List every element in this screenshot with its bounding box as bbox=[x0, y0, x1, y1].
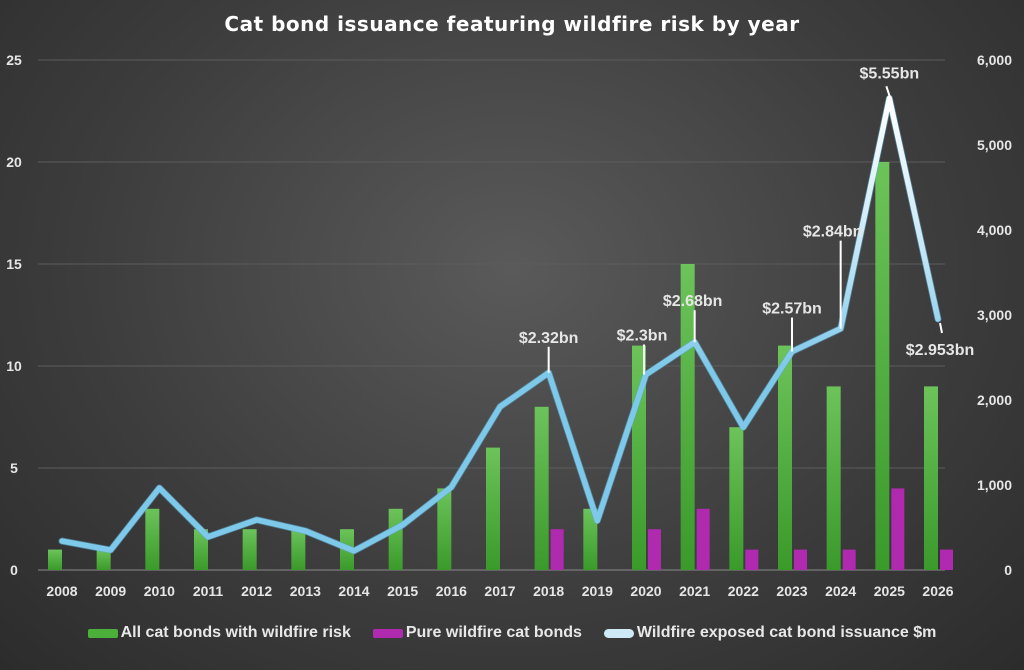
annotation-label: $2.32bn bbox=[519, 330, 579, 347]
legend: All cat bonds with wildfire risk Pure wi… bbox=[0, 624, 1024, 642]
x-axis-tick-label: 2017 bbox=[484, 583, 515, 599]
annotation-label: $2.953bn bbox=[906, 342, 974, 359]
legend-item-all-bonds: All cat bonds with wildfire risk bbox=[87, 624, 351, 642]
bar-all-cat-bonds-2012 bbox=[242, 529, 257, 570]
legend-label: All cat bonds with wildfire risk bbox=[120, 624, 351, 641]
x-axis-tick-label: 2023 bbox=[776, 583, 807, 599]
bar-pure-wildfire-2020 bbox=[648, 529, 661, 570]
right-axis-tick-label: 6,000 bbox=[977, 52, 1012, 68]
bar-all-cat-bonds-2017 bbox=[486, 447, 500, 570]
bar-all-cat-bonds-2024 bbox=[826, 386, 841, 570]
x-axis-tick-label: 2021 bbox=[679, 583, 710, 599]
right-axis-tick-label: 2,000 bbox=[977, 392, 1012, 408]
bar-all-cat-bonds-2011 bbox=[194, 529, 208, 570]
annotation-label: $2.57bn bbox=[762, 301, 822, 318]
left-axis-tick-label: 5 bbox=[10, 460, 18, 476]
legend-swatch-green bbox=[87, 628, 118, 638]
annotation-leader bbox=[885, 85, 892, 99]
legend-label: Pure wildfire cat bonds bbox=[405, 624, 582, 641]
x-axis-tick-label: 2026 bbox=[922, 583, 953, 599]
bar-all-cat-bonds-2008 bbox=[48, 549, 62, 570]
bar-all-cat-bonds-2009 bbox=[96, 549, 111, 570]
bar-pure-wildfire-2023 bbox=[794, 549, 807, 570]
legend-swatch-purple bbox=[372, 628, 403, 638]
x-axis-tick-label: 2009 bbox=[95, 583, 126, 599]
legend-item-pure-wildfire: Pure wildfire cat bonds bbox=[372, 624, 582, 642]
left-axis-tick-label: 15 bbox=[6, 256, 22, 272]
left-axis-tick-label: 25 bbox=[6, 52, 22, 68]
right-axis-tick-label: 0 bbox=[1004, 562, 1012, 578]
x-axis-tick-label: 2025 bbox=[874, 583, 905, 599]
bar-pure-wildfire-2025 bbox=[891, 488, 905, 570]
x-axis-tick-label: 2014 bbox=[338, 583, 369, 599]
annotation-leader bbox=[939, 322, 943, 334]
left-axis-tick-label: 20 bbox=[6, 154, 22, 170]
x-axis-tick-label: 2013 bbox=[290, 583, 321, 599]
x-axis-tick-label: 2010 bbox=[144, 583, 175, 599]
bar-all-cat-bonds-2025 bbox=[875, 162, 890, 570]
right-axis-tick-label: 4,000 bbox=[977, 222, 1012, 238]
annotation-label: $5.55bn bbox=[860, 65, 920, 82]
x-axis-tick-label: 2012 bbox=[241, 583, 272, 599]
x-axis-tick-label: 2011 bbox=[193, 583, 224, 599]
bar-pure-wildfire-2018 bbox=[550, 529, 564, 570]
right-axis-tick-label: 5,000 bbox=[977, 137, 1012, 153]
right-axis-tick-label: 3,000 bbox=[977, 307, 1012, 323]
x-axis-tick-label: 2015 bbox=[387, 583, 418, 599]
bar-pure-wildfire-2026 bbox=[940, 549, 953, 570]
legend-swatch-blue bbox=[603, 628, 634, 638]
x-axis-tick-label: 2008 bbox=[46, 583, 77, 599]
legend-item-issuance: Wildfire exposed cat bond issuance $m bbox=[603, 624, 937, 642]
left-axis-tick-label: 10 bbox=[6, 358, 22, 374]
bar-all-cat-bonds-2026 bbox=[924, 386, 938, 570]
legend-label: Wildfire exposed cat bond issuance $m bbox=[636, 624, 937, 641]
bar-all-cat-bonds-2019 bbox=[583, 508, 598, 570]
x-axis-tick-label: 2019 bbox=[582, 583, 613, 599]
bar-pure-wildfire-2022 bbox=[745, 549, 759, 570]
x-axis-tick-label: 2020 bbox=[630, 583, 661, 599]
left-axis-tick-label: 0 bbox=[10, 562, 18, 578]
bar-pure-wildfire-2021 bbox=[696, 508, 710, 570]
bar-all-cat-bonds-2023 bbox=[778, 345, 792, 570]
bar-all-cat-bonds-2018 bbox=[534, 406, 549, 570]
right-axis-tick-label: 1,000 bbox=[977, 477, 1012, 493]
x-axis-tick-label: 2022 bbox=[728, 583, 759, 599]
bar-all-cat-bonds-2013 bbox=[291, 529, 306, 570]
bar-all-cat-bonds-2016 bbox=[437, 488, 452, 570]
bar-all-cat-bonds-2015 bbox=[388, 508, 403, 570]
chart-title: Cat bond issuance featuring wildfire ris… bbox=[224, 12, 800, 36]
annotation-label: $2.84bn bbox=[803, 224, 863, 241]
annotation-label: $2.68bn bbox=[663, 293, 723, 310]
x-axis-tick-label: 2016 bbox=[436, 583, 467, 599]
bar-pure-wildfire-2024 bbox=[842, 549, 856, 570]
x-axis-tick-label: 2024 bbox=[825, 583, 856, 599]
bar-all-cat-bonds-2010 bbox=[145, 508, 160, 570]
annotation-label: $2.3bn bbox=[617, 328, 668, 345]
x-axis-tick-label: 2018 bbox=[533, 583, 564, 599]
bar-all-cat-bonds-2022 bbox=[729, 427, 744, 570]
